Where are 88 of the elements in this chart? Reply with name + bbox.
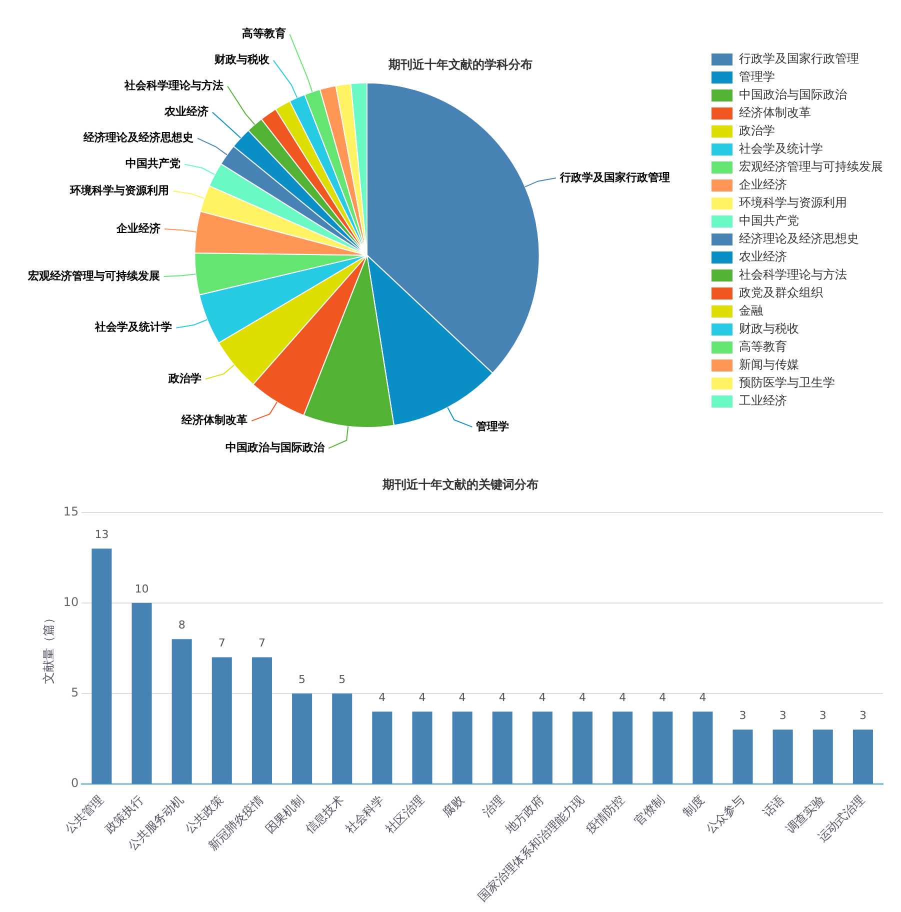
data-label: 10 xyxy=(134,582,149,596)
data-label: 中国政治与国际政治 xyxy=(226,441,326,454)
bar xyxy=(492,712,512,784)
y-axis-title: 文献量（篇） xyxy=(41,612,56,684)
y-tick-label: 0 xyxy=(71,776,79,790)
x-tick-label: 治理 xyxy=(480,792,507,820)
legend-label: 政治学 xyxy=(739,124,775,138)
data-label: 4 xyxy=(458,690,466,704)
x-tick-label: 官僚制 xyxy=(632,792,667,828)
data-label: 中国共产党 xyxy=(125,157,180,170)
legend-label: 经济理论及经济思想史 xyxy=(739,232,859,246)
legend-label: 社会学及统计学 xyxy=(739,142,823,156)
data-label: 5 xyxy=(298,672,306,686)
x-tick-label: 公共管理 xyxy=(62,792,106,836)
bar xyxy=(412,712,432,784)
bar xyxy=(292,693,312,784)
data-label: 3 xyxy=(739,709,746,722)
x-tick-label: 因果机制 xyxy=(262,792,306,836)
legend-label: 农业经济 xyxy=(739,250,787,264)
data-label: 4 xyxy=(378,690,386,704)
data-label: 管理学 xyxy=(475,420,510,433)
legend-label: 高等教育 xyxy=(739,340,787,354)
data-label: 4 xyxy=(418,690,426,704)
legend-label: 中国政治与国际政治 xyxy=(739,88,847,102)
data-label: 7 xyxy=(218,636,226,650)
data-label: 4 xyxy=(579,690,586,704)
bar xyxy=(92,548,112,784)
data-label: 行政学及国家行政管理 xyxy=(558,170,670,184)
bar xyxy=(212,657,232,784)
data-label: 4 xyxy=(498,690,506,704)
data-label: 宏观经济管理与可持续发展 xyxy=(26,269,160,282)
legend-label: 中国共产党 xyxy=(739,214,799,228)
bar xyxy=(332,693,352,784)
legend-label: 环境科学与资源利用 xyxy=(739,196,847,210)
bar xyxy=(772,730,793,784)
bar xyxy=(652,712,673,784)
x-tick-label: 话语 xyxy=(760,792,788,820)
x-tick-label: 腐败 xyxy=(440,792,467,820)
chart-title: 期刊近十年文献的关键词分布 xyxy=(382,477,538,492)
data-label: 政治学 xyxy=(167,372,202,385)
data-label: 高等教育 xyxy=(242,27,286,40)
legend-label: 预防医学与卫生学 xyxy=(739,376,835,390)
legend-label: 行政学及国家行政管理 xyxy=(739,52,859,66)
data-label: 农业经济 xyxy=(163,105,208,118)
bar xyxy=(172,639,192,784)
legend-label: 新闻与传媒 xyxy=(739,358,799,372)
y-tick-label: 15 xyxy=(63,504,79,519)
y-tick-label: 10 xyxy=(63,595,79,610)
bar xyxy=(372,712,392,784)
bar xyxy=(532,712,552,784)
legend-label: 工业经济 xyxy=(739,394,787,408)
data-label: 3 xyxy=(859,709,866,722)
data-label: 4 xyxy=(659,690,666,704)
legend-label: 金融 xyxy=(739,304,763,318)
data-label: 8 xyxy=(178,618,186,632)
bar xyxy=(692,712,713,784)
bar xyxy=(572,712,593,784)
legend-label: 企业经济 xyxy=(739,178,787,192)
legend-label: 政党及群众组织 xyxy=(739,286,823,300)
bar xyxy=(612,712,633,784)
data-label: 财政与税收 xyxy=(213,53,270,66)
bar xyxy=(732,730,753,784)
data-label: 社会学及统计学 xyxy=(94,320,172,334)
data-label: 4 xyxy=(619,690,626,704)
data-label: 3 xyxy=(779,709,786,722)
legend-label: 管理学 xyxy=(739,70,775,84)
legend-label: 经济体制改革 xyxy=(739,106,811,120)
data-label: 经济体制改革 xyxy=(180,414,248,427)
bar xyxy=(852,730,873,784)
legend-label: 社会科学理论与方法 xyxy=(739,268,847,282)
data-label: 企业经济 xyxy=(115,222,160,235)
data-label: 13 xyxy=(94,528,109,541)
data-label: 5 xyxy=(338,672,346,686)
data-label: 社会科学理论与方法 xyxy=(124,79,224,92)
bar xyxy=(812,730,833,784)
bar xyxy=(252,657,272,784)
bar xyxy=(452,712,472,784)
y-tick-label: 5 xyxy=(71,686,79,700)
data-label: 环境科学与资源利用 xyxy=(69,184,170,197)
legend-label: 宏观经济管理与可持续发展 xyxy=(739,160,883,174)
data-label: 4 xyxy=(699,690,706,704)
data-label: 经济理论及经济思想史 xyxy=(82,131,194,144)
data-label: 7 xyxy=(258,636,266,650)
data-label: 4 xyxy=(538,690,546,704)
data-label: 3 xyxy=(819,709,826,722)
text: 期刊近十年文献的学科分布 xyxy=(388,57,532,72)
bar xyxy=(132,602,152,784)
legend-label: 财政与税收 xyxy=(739,322,799,336)
